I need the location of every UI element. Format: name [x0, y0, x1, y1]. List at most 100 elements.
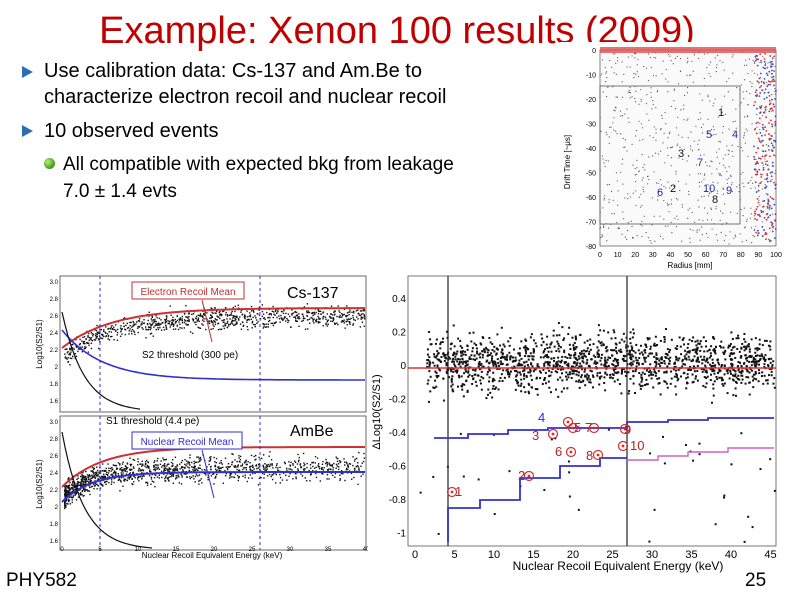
results-event-dot: [530, 363, 533, 366]
ambe-event-dot: [347, 466, 350, 468]
drift-dot: [701, 99, 703, 101]
results-event-dot: [668, 351, 671, 354]
ambe-event-dot: [119, 467, 121, 470]
results-event-dot: [428, 330, 431, 333]
ambe-event-dot: [172, 468, 175, 471]
results-event-dot: [695, 375, 698, 378]
ambe-event-dot: [165, 458, 168, 461]
results-event-dot: [426, 382, 429, 385]
ambe-event-dot: [79, 488, 81, 491]
cs137-event-dot: [138, 318, 141, 320]
cs137-event-dot: [225, 314, 227, 316]
ambe-event-dot: [130, 463, 133, 466]
cs137-event-dot: [151, 320, 153, 322]
results-event-dot: [546, 347, 549, 350]
results-event-dot: [746, 368, 749, 371]
ambe-event-dot: [353, 460, 356, 462]
drift-dot: [642, 188, 644, 191]
ambe-event-dot: [300, 467, 302, 469]
drift-dot: [689, 174, 691, 176]
ambe-event-dot: [123, 479, 125, 482]
results-event-dot: [629, 337, 632, 340]
cs137-event-dot: [172, 319, 174, 321]
results-event-dot: [628, 350, 631, 353]
results-event-dot: [720, 365, 723, 368]
results-event-dot: [740, 432, 743, 435]
results-event-dot: [479, 356, 482, 359]
ambe-event-dot: [120, 481, 122, 483]
ambe-event-dot: [345, 467, 348, 470]
cs137-event-dot: [181, 318, 183, 320]
results-event-dot: [599, 329, 602, 332]
cs137-event-dot: [112, 327, 114, 330]
cs137-event-dot: [179, 323, 181, 325]
calib-xtick-label: 30: [287, 547, 294, 553]
results-event-dot: [705, 377, 708, 380]
results-event-dot: [692, 380, 695, 383]
results-event-dot: [459, 345, 462, 348]
cs137-event-dot: [181, 327, 183, 329]
ambe-event-dot: [64, 487, 67, 490]
cs137-event-dot: [113, 326, 115, 328]
results-event-dot: [730, 362, 733, 365]
cs137-event-dot: [315, 318, 318, 321]
cs137-event-dot: [342, 314, 344, 316]
results-event-dot: [674, 347, 677, 350]
drift-dot: [677, 218, 679, 221]
drift-dot: [693, 54, 696, 56]
drift-dot: [761, 188, 764, 190]
drift-dot: [641, 204, 643, 206]
drift-dot: [700, 126, 702, 129]
drift-edge-dot: [769, 171, 772, 174]
results-event-dot: [714, 364, 717, 367]
cs137-event-dot: [318, 310, 320, 313]
ambe-event-dot: [95, 474, 98, 477]
cs137-event-dot: [243, 316, 246, 319]
ambe-event-dot: [160, 466, 163, 468]
results-event-dot: [719, 369, 722, 372]
drift-edge-dot: [760, 105, 763, 107]
cs137-event-dot: [360, 313, 363, 315]
results-event-dot: [767, 357, 770, 360]
cs137-event-dot: [269, 316, 271, 319]
results-event-dot: [681, 365, 684, 368]
drift-dot: [738, 191, 740, 193]
ambe-event-dot: [81, 493, 83, 496]
ambe-event-dot: [335, 456, 337, 458]
ambe-event-dot: [246, 480, 249, 483]
results-event-dot: [517, 352, 520, 355]
results-event-dot: [597, 334, 600, 337]
ambe-event-dot: [181, 476, 183, 478]
ambe-event-dot: [152, 481, 155, 483]
results-event-dot: [603, 381, 606, 384]
ambe-event-dot: [279, 476, 282, 479]
drift-dot: [612, 122, 614, 124]
cs137-event-dot: [219, 317, 221, 320]
drift-dot: [692, 229, 694, 231]
results-event-dot: [457, 358, 460, 361]
cs137-event-dot: [326, 313, 329, 315]
cs137-event-dot: [214, 323, 217, 326]
results-event-dot: [441, 337, 444, 340]
drift-edge-dot: [772, 154, 775, 157]
drift-edge-dot: [757, 201, 760, 204]
results-event-dot: [687, 368, 690, 371]
bullet-1-line1: Use calibration data: Cs-137 and Am.Be t…: [44, 60, 422, 82]
cs137-event-dot: [99, 340, 101, 343]
drift-dot: [602, 158, 604, 160]
cs137-event-dot: [237, 318, 240, 320]
results-event-dot: [614, 342, 617, 345]
ambe-event-dot: [150, 478, 153, 480]
ambe-event-dot: [170, 468, 172, 470]
results-event-dot: [704, 386, 707, 389]
results-event-dot: [659, 339, 662, 342]
drift-dot: [749, 217, 751, 219]
ambe-event-dot: [326, 463, 329, 466]
cs137-event-dot: [120, 325, 122, 327]
cs137-event-dot: [334, 322, 336, 324]
ambe-event-dot: [163, 473, 165, 475]
cs137-event-dot: [268, 320, 270, 323]
cs137-event-dot: [283, 318, 285, 320]
results-event-dot: [735, 376, 738, 379]
results-event-dot: [756, 354, 759, 357]
